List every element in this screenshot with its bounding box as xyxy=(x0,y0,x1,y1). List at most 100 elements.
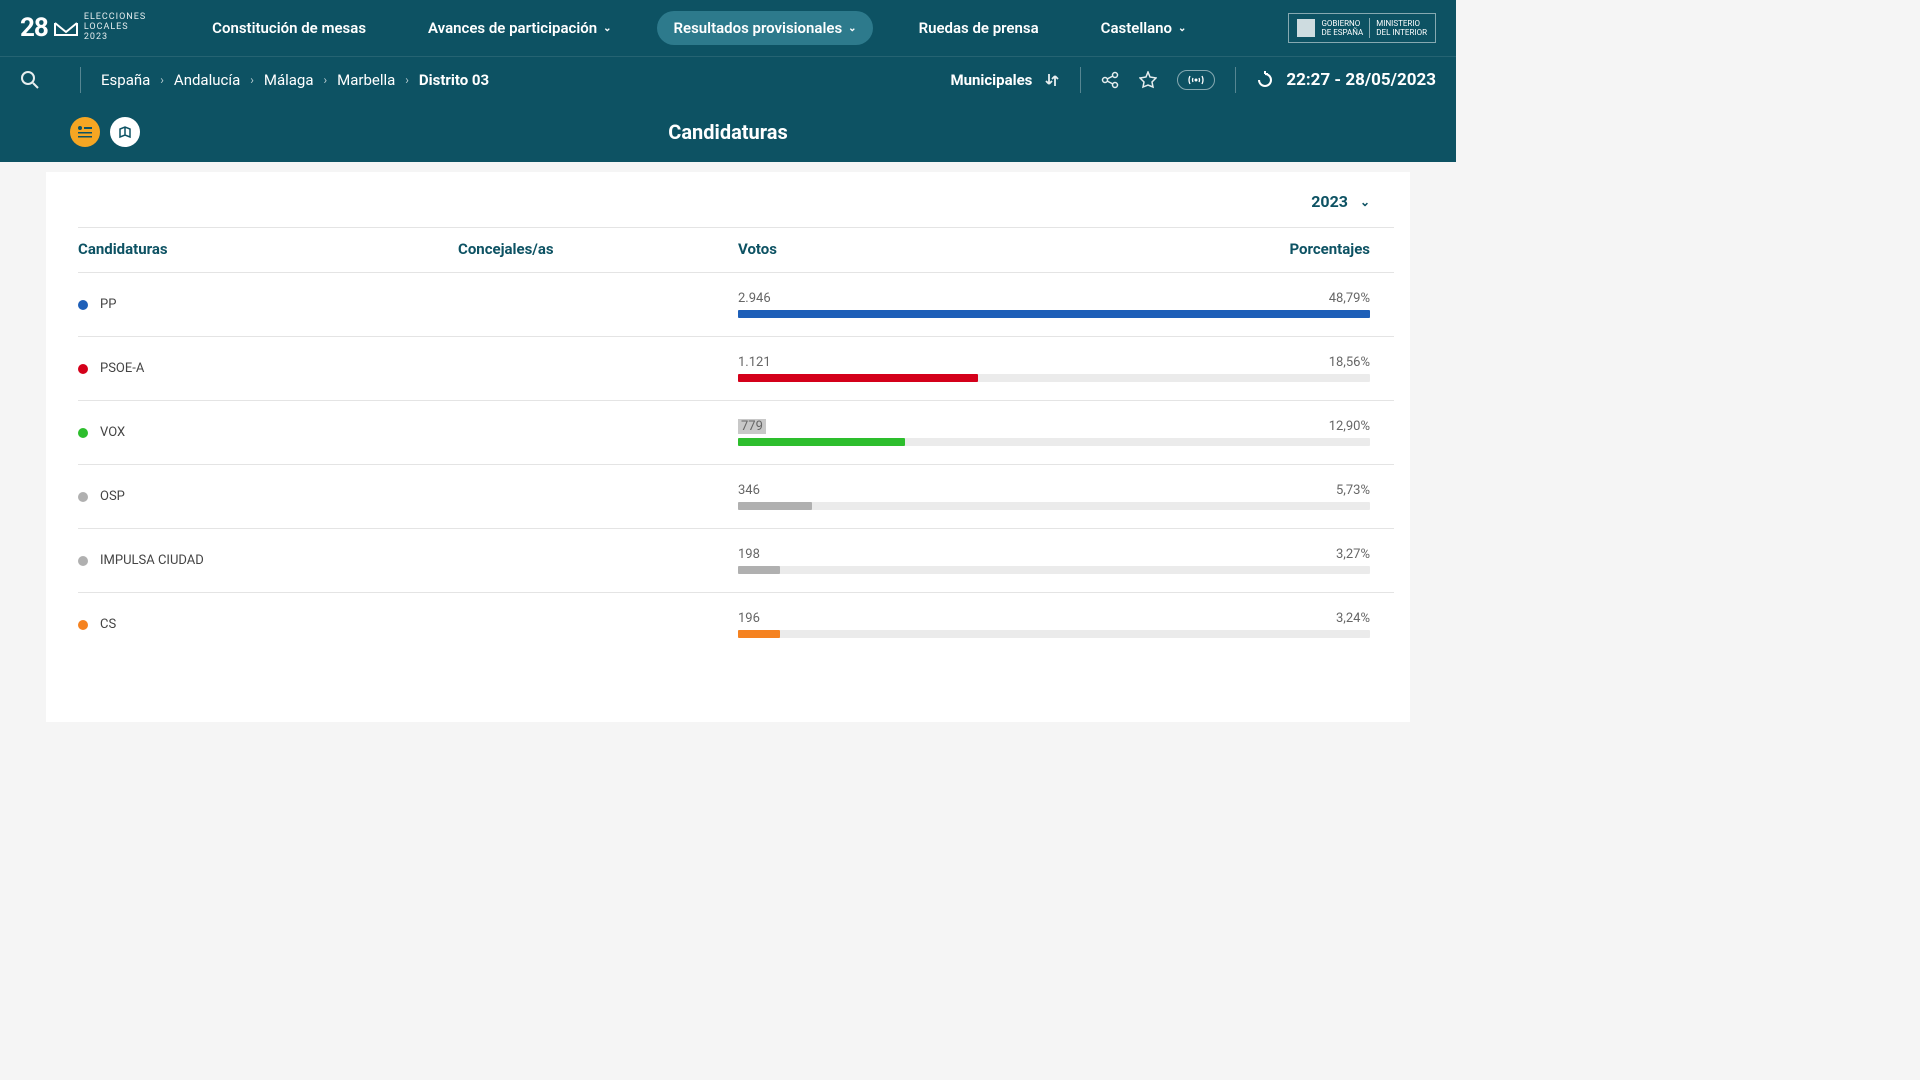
tab-map-view[interactable] xyxy=(110,117,140,147)
header-candidaturas: Candidaturas xyxy=(78,240,458,258)
table-header: Candidaturas Concejales/as Votos Porcent… xyxy=(78,227,1394,273)
party-cell: PSOE-A xyxy=(78,361,458,376)
votes-cell: 779 12,90% xyxy=(738,419,1394,446)
bar-fill xyxy=(738,374,978,382)
content-area: 2023 ⌄ Candidaturas Concejales/as Votos … xyxy=(46,172,1410,722)
votes-count: 346 xyxy=(738,483,760,498)
nav-items: Constitución de mesas Avances de partici… xyxy=(196,11,1288,45)
votes-cell: 2.946 48,79% xyxy=(738,291,1394,318)
votes-count: 198 xyxy=(738,547,760,562)
table-row: PP 2.946 48,79% xyxy=(78,273,1394,337)
votes-percentage: 48,79% xyxy=(1329,291,1394,306)
votes-count: 779 xyxy=(738,419,766,434)
election-type-selector[interactable]: Municipales xyxy=(950,71,1060,89)
votes-percentage: 12,90% xyxy=(1329,419,1394,434)
bar-fill xyxy=(738,310,1370,318)
timestamp: 22:27 - 28/05/2023 xyxy=(1256,70,1436,90)
chevron-right-icon: › xyxy=(160,73,164,87)
logo-text: ELECCIONES LOCALES 2023 xyxy=(84,13,146,43)
swap-icon xyxy=(1044,72,1060,88)
breadcrumb-andalucia[interactable]: Andalucía xyxy=(174,71,240,89)
view-tabs xyxy=(70,117,140,147)
party-color-dot xyxy=(78,556,88,566)
nav-avances[interactable]: Avances de participación⌄ xyxy=(412,11,627,45)
header-porcentajes: Porcentajes xyxy=(1274,240,1394,258)
search-icon[interactable] xyxy=(20,70,40,90)
breadcrumb-espana[interactable]: España xyxy=(101,71,150,89)
votes-percentage: 18,56% xyxy=(1329,355,1394,370)
bar-track xyxy=(738,566,1370,574)
divider xyxy=(1080,67,1081,93)
refresh-icon[interactable] xyxy=(1256,71,1274,89)
table-row: PSOE-A 1.121 18,56% xyxy=(78,337,1394,401)
divider xyxy=(80,67,81,93)
header-votos: Votos xyxy=(738,240,1274,258)
logo-letter xyxy=(54,19,78,37)
action-icons xyxy=(1101,70,1215,90)
government-logo: GOBIERNODE ESPAÑA MINISTERIODEL INTERIOR xyxy=(1288,13,1436,43)
votes-percentage: 5,73% xyxy=(1336,483,1394,498)
votes-cell: 1.121 18,56% xyxy=(738,355,1394,382)
party-color-dot xyxy=(78,620,88,630)
top-nav: 28 ELECCIONES LOCALES 2023 Constitución … xyxy=(0,0,1456,56)
bar-fill xyxy=(738,502,812,510)
table-row: OSP 346 5,73% xyxy=(78,465,1394,529)
party-name: IMPULSA CIUDAD xyxy=(100,553,204,568)
party-color-dot xyxy=(78,364,88,374)
bar-track xyxy=(738,630,1370,638)
table-row: VOX 779 12,90% xyxy=(78,401,1394,465)
party-name: PSOE-A xyxy=(100,361,144,376)
votes-percentage: 3,27% xyxy=(1336,547,1394,562)
table-body[interactable]: PP 2.946 48,79% PSOE-A 1.121 18,56% xyxy=(78,273,1394,653)
party-cell: OSP xyxy=(78,489,458,504)
year-selector[interactable]: 2023 ⌄ xyxy=(62,192,1394,227)
party-cell: PP xyxy=(78,297,458,312)
table-row: CS 196 3,24% xyxy=(78,593,1394,653)
chevron-right-icon: › xyxy=(405,73,409,87)
bar-fill xyxy=(738,566,780,574)
sub-nav: España › Andalucía › Málaga › Marbella ›… xyxy=(0,56,1456,102)
bar-fill xyxy=(738,438,905,446)
party-name: PP xyxy=(100,297,116,312)
chevron-down-icon: ⌄ xyxy=(1360,195,1370,209)
votes-cell: 196 3,24% xyxy=(738,611,1394,638)
table-row: IMPULSA CIUDAD 198 3,27% xyxy=(78,529,1394,593)
chevron-down-icon: ⌄ xyxy=(1178,23,1186,34)
party-cell: VOX xyxy=(78,425,458,440)
chevron-right-icon: › xyxy=(250,73,254,87)
logo-num: 28 xyxy=(20,13,48,43)
party-cell: IMPULSA CIUDAD xyxy=(78,553,458,568)
section-title: Candidaturas xyxy=(668,120,787,144)
share-icon[interactable] xyxy=(1101,71,1119,89)
votes-count: 2.946 xyxy=(738,291,771,306)
live-icon[interactable] xyxy=(1177,70,1215,90)
party-name: VOX xyxy=(100,425,125,440)
votes-percentage: 3,24% xyxy=(1336,611,1394,626)
tab-list-view[interactable] xyxy=(70,117,100,147)
results-table: Candidaturas Concejales/as Votos Porcent… xyxy=(62,227,1394,653)
nav-resultados[interactable]: Resultados provisionales⌄ xyxy=(657,11,872,45)
gov-emblem-icon xyxy=(1297,19,1315,37)
breadcrumb-malaga[interactable]: Málaga xyxy=(264,71,314,89)
bar-track xyxy=(738,374,1370,382)
star-icon[interactable] xyxy=(1139,71,1157,89)
chevron-right-icon: › xyxy=(324,73,328,87)
breadcrumb: España › Andalucía › Málaga › Marbella ›… xyxy=(101,71,950,89)
bar-track xyxy=(738,310,1370,318)
bar-track xyxy=(738,502,1370,510)
bar-fill xyxy=(738,630,780,638)
party-color-dot xyxy=(78,492,88,502)
nav-language[interactable]: Castellano⌄ xyxy=(1085,11,1203,45)
party-name: OSP xyxy=(100,489,125,504)
chevron-down-icon: ⌄ xyxy=(848,23,856,34)
party-color-dot xyxy=(78,428,88,438)
votes-cell: 346 5,73% xyxy=(738,483,1394,510)
votes-cell: 198 3,27% xyxy=(738,547,1394,574)
breadcrumb-marbella[interactable]: Marbella xyxy=(337,71,395,89)
party-color-dot xyxy=(78,300,88,310)
nav-ruedas[interactable]: Ruedas de prensa xyxy=(903,11,1055,45)
party-cell: CS xyxy=(78,617,458,632)
bar-track xyxy=(738,438,1370,446)
nav-constitucion[interactable]: Constitución de mesas xyxy=(196,11,382,45)
logo[interactable]: 28 ELECCIONES LOCALES 2023 xyxy=(20,13,146,43)
